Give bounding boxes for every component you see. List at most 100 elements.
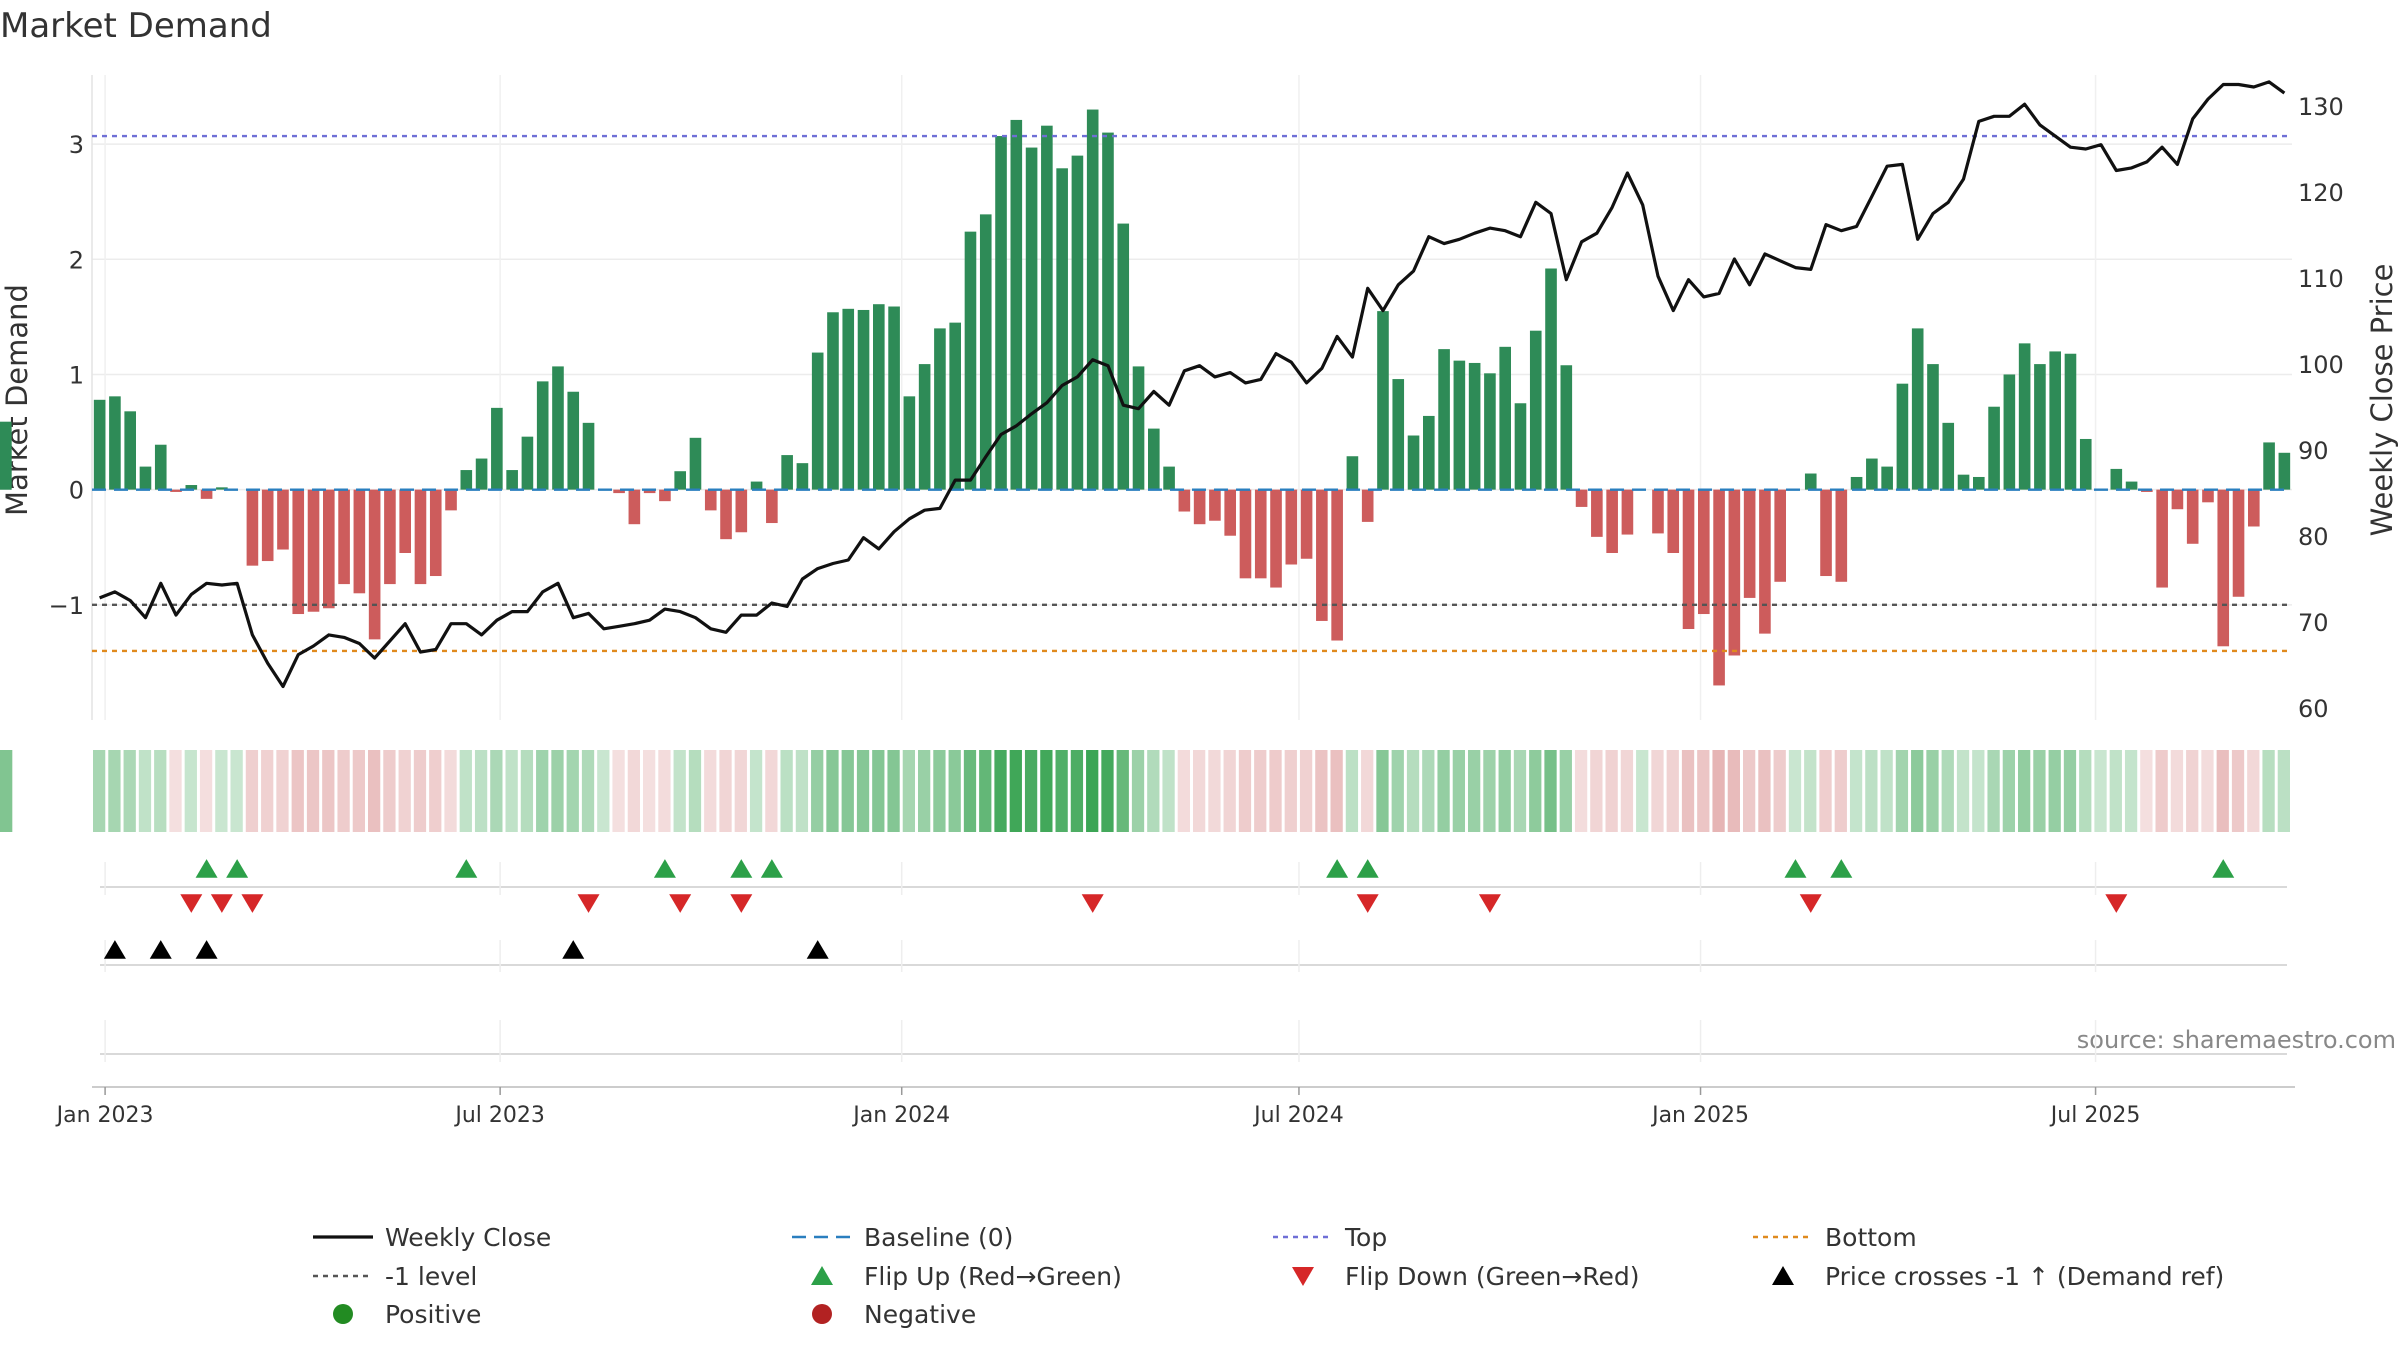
demand-bar (399, 489, 411, 553)
flip-down-marker (1799, 894, 1822, 913)
demand-strip-cell (1849, 750, 1863, 832)
y-tick-label: 3 (69, 131, 84, 159)
demand-bar (109, 396, 121, 490)
demand-strip-cell (245, 750, 259, 832)
demand-strip-cell (184, 750, 197, 832)
demand-strip-cell (1987, 750, 2000, 832)
demand-bar (918, 364, 931, 490)
demand-bar (1086, 109, 1099, 490)
demand-strip-cell (2170, 750, 2184, 832)
demand-strip-cell (1620, 750, 1634, 832)
demand-strip-cell (1254, 750, 1267, 832)
demand-bar (1514, 403, 1527, 490)
source-note: source: sharemaestro.com (2077, 1026, 2396, 1054)
y2-tick-label: 120 (2298, 179, 2344, 207)
demand-bar (1468, 362, 1481, 490)
demand-strip-cell (1788, 750, 1802, 832)
price-cross-up-marker (562, 940, 585, 959)
demand-strip-cell (1697, 750, 1710, 832)
demand-strip-cell (841, 750, 854, 832)
demand-bar (491, 407, 503, 490)
demand-strip-cell (490, 750, 503, 832)
demand-strip-cell (2216, 750, 2229, 832)
demand-strip-cell (856, 750, 870, 832)
demand-bar (1484, 373, 1496, 490)
demand-strip-cell (2186, 750, 2199, 832)
demand-strip-cell (1972, 750, 1985, 832)
demand-strip-cell (2109, 750, 2122, 832)
demand-strip-cell (551, 750, 564, 832)
demand-bar (475, 458, 488, 490)
demand-strip-cell (1605, 750, 1618, 832)
demand-bar (1285, 489, 1298, 565)
flip-down-marker (180, 894, 203, 913)
price-cross-up-marker (149, 940, 172, 959)
demand-strip-cell (1330, 750, 1343, 832)
demand-bar (1759, 489, 1771, 634)
demand-strip-cell (291, 750, 304, 832)
demand-bar (261, 489, 274, 562)
weekly-close-line (99, 80, 2286, 689)
demand-strip-cell (1040, 750, 1053, 832)
flip-up-marker (226, 859, 249, 878)
demand-strip-cell (1452, 750, 1465, 832)
demand-bar (2064, 353, 2077, 490)
demand-strip-cell (1834, 750, 1847, 832)
demand-strip-cell (398, 750, 411, 832)
demand-strip-cell (169, 750, 182, 832)
demand-strip-cell (2094, 750, 2107, 832)
demand-strip-cell (887, 750, 900, 832)
demand-bar (2232, 489, 2245, 597)
demand-bar (1148, 428, 1160, 490)
legend-label: Negative (864, 1300, 976, 1329)
price-cross-up-marker (806, 940, 829, 959)
demand-strip-cell (261, 750, 274, 832)
demand-bar (1254, 489, 1267, 579)
flip-up-marker (2212, 859, 2235, 878)
legend-label: Positive (385, 1300, 481, 1329)
demand-bars (0, 109, 2291, 686)
y2-ticks: 60 70 80 90 100 110 120 130 (2298, 93, 2344, 723)
demand-bar (200, 489, 213, 499)
demand-bar (888, 306, 900, 490)
demand-strip-cell (123, 750, 136, 832)
demand-strip-cell (1193, 750, 1206, 832)
demand-bar (139, 466, 152, 490)
demand-bar (1804, 473, 1817, 490)
demand-bar (1881, 466, 1893, 490)
demand-bar (1621, 489, 1634, 535)
legend-item: Price crosses -1 ↑ (Demand ref) (1772, 1262, 2224, 1291)
demand-bar (1346, 456, 1359, 490)
legend-label: Bottom (1825, 1223, 1917, 1252)
x-tick-label: Jul 2025 (2049, 1103, 2141, 1128)
demand-bar (1774, 489, 1786, 582)
demand-bar (995, 136, 1007, 490)
demand-strip-cell (1024, 750, 1038, 832)
demand-bar (1957, 474, 1970, 490)
demand-bar (552, 366, 564, 490)
demand-strip-cell (1055, 750, 1068, 832)
demand-strip-cell (704, 750, 717, 832)
demand-strip-cell (1727, 750, 1740, 832)
demand-bar (1041, 125, 1053, 490)
demand-bar (277, 489, 289, 550)
demand-bar (1117, 223, 1130, 490)
demand-strip-cell (933, 750, 946, 832)
legend-item: Bottom (1753, 1223, 1917, 1252)
demand-bar (124, 411, 136, 490)
demand-bar (460, 470, 473, 490)
legend-item: Positive (333, 1300, 481, 1329)
demand-strip-cell (429, 750, 442, 832)
demand-strip-cell (1361, 750, 1374, 832)
x-axis: Jan 2023 Jul 2023 Jan 2024 Jul 2024 Jan 2025… (55, 1087, 2141, 1128)
demand-strip-cell (1345, 750, 1359, 832)
demand-bar (1896, 383, 1909, 490)
demand-bar (1193, 489, 1206, 525)
y2-tick-label: 90 (2298, 437, 2329, 465)
demand-strip-cell (1162, 750, 1175, 832)
demand-bar (1499, 346, 1511, 490)
demand-strip-cell (811, 750, 824, 832)
y-tick-label: 1 (69, 361, 84, 389)
demand-bar (1698, 489, 1710, 615)
demand-bar (1866, 458, 1878, 490)
